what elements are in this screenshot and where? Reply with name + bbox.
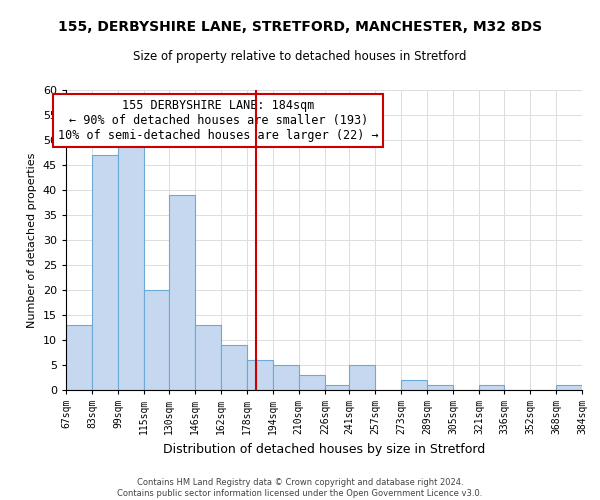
- Bar: [169, 195, 194, 390]
- Bar: [299, 375, 325, 390]
- Bar: [401, 380, 427, 390]
- Bar: [194, 325, 221, 390]
- Y-axis label: Number of detached properties: Number of detached properties: [27, 152, 37, 328]
- Text: Size of property relative to detached houses in Stretford: Size of property relative to detached ho…: [133, 50, 467, 63]
- Bar: [349, 365, 375, 390]
- Bar: [92, 155, 118, 390]
- Bar: [427, 385, 454, 390]
- Bar: [221, 345, 247, 390]
- Bar: [66, 325, 92, 390]
- Text: Contains HM Land Registry data © Crown copyright and database right 2024.
Contai: Contains HM Land Registry data © Crown c…: [118, 478, 482, 498]
- Bar: [144, 290, 169, 390]
- Bar: [273, 365, 299, 390]
- Bar: [325, 385, 349, 390]
- Bar: [247, 360, 273, 390]
- Bar: [479, 385, 504, 390]
- X-axis label: Distribution of detached houses by size in Stretford: Distribution of detached houses by size …: [163, 442, 485, 456]
- Bar: [556, 385, 582, 390]
- Text: 155, DERBYSHIRE LANE, STRETFORD, MANCHESTER, M32 8DS: 155, DERBYSHIRE LANE, STRETFORD, MANCHES…: [58, 20, 542, 34]
- Bar: [118, 140, 144, 390]
- Text: 155 DERBYSHIRE LANE: 184sqm
← 90% of detached houses are smaller (193)
10% of se: 155 DERBYSHIRE LANE: 184sqm ← 90% of det…: [58, 99, 379, 142]
